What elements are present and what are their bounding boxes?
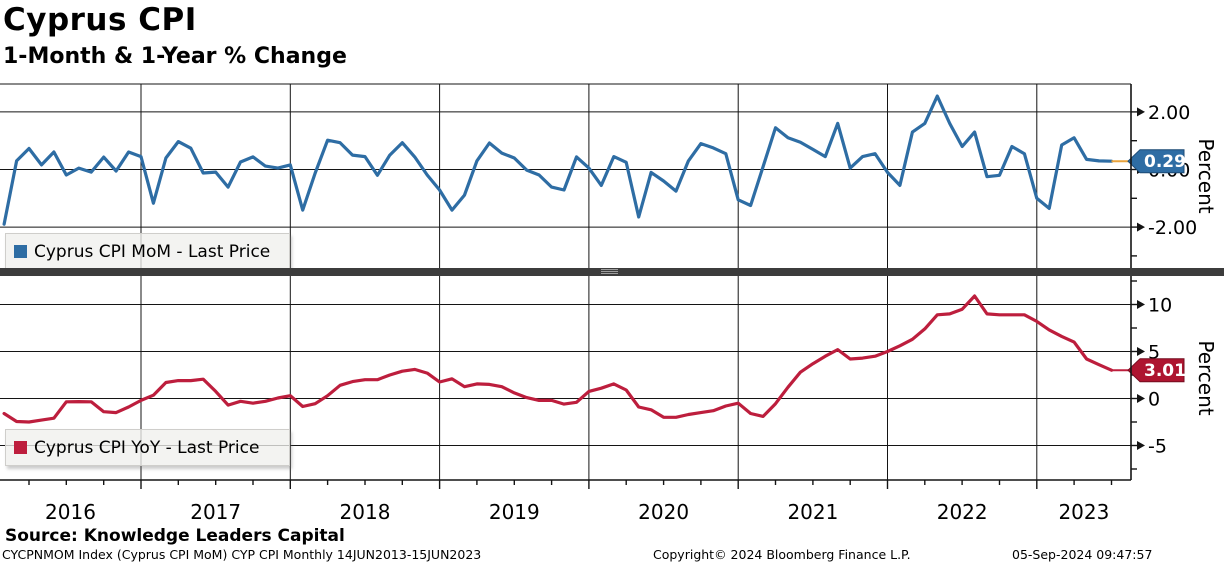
- legend-mom-label: Cyprus CPI MoM - Last Price: [34, 241, 271, 262]
- y-tick-label: 2.00: [1148, 102, 1190, 124]
- mom-series-swatch-icon: [14, 245, 27, 258]
- yoy-line-series: [2, 294, 1114, 424]
- footer-timestamp: 05-Sep-2024 09:47:57: [1012, 547, 1153, 562]
- y-tick-label: 5: [1148, 341, 1160, 363]
- y-tick-label: -2.00: [1148, 217, 1197, 239]
- last-price-badge: [1127, 358, 1185, 383]
- panel-divider-handle[interactable]: [0, 268, 1224, 276]
- y-axis-unit-label: Percent: [1194, 138, 1218, 213]
- y-tick-arrow-icon: [1137, 299, 1145, 309]
- legend-cyprus-cpi-mom[interactable]: Cyprus CPI MoM - Last Price: [5, 233, 290, 270]
- last-price-badge: [1127, 149, 1185, 174]
- mom-line-series: [2, 94, 1114, 226]
- yoy-series-swatch-icon: [14, 441, 27, 454]
- y-axis-unit-label: Percent: [1194, 340, 1218, 415]
- last-price-value: 3.01: [1144, 361, 1186, 381]
- source-line: Source: Knowledge Leaders Capital: [5, 526, 345, 546]
- x-year-label: 2016: [45, 500, 96, 524]
- x-year-label: 2019: [489, 500, 540, 524]
- x-year-label: 2021: [787, 500, 838, 524]
- footer-ticker-info: CYCPNMOM Index (Cyprus CPI MoM) CYP CPI …: [2, 547, 482, 562]
- y-tick-arrow-icon: [1137, 222, 1145, 232]
- divider-grip-icon: [601, 269, 618, 274]
- x-year-label: 2017: [190, 500, 241, 524]
- y-tick-arrow-icon: [1137, 393, 1145, 403]
- y-tick-arrow-icon: [1137, 346, 1145, 356]
- legend-yoy-label: Cyprus CPI YoY - Last Price: [34, 437, 260, 458]
- legend-cyprus-cpi-yoy[interactable]: Cyprus CPI YoY - Last Price: [5, 429, 290, 466]
- x-year-label: 2023: [1058, 500, 1109, 524]
- y-tick-arrow-icon: [1137, 440, 1145, 450]
- x-year-label: 2022: [937, 500, 988, 524]
- page-subtitle: 1-Month & 1-Year % Change: [3, 44, 347, 69]
- x-year-label: 2020: [638, 500, 689, 524]
- page-title: Cyprus CPI: [3, 2, 197, 38]
- x-year-label: 2018: [340, 500, 391, 524]
- y-tick-arrow-icon: [1137, 107, 1145, 117]
- y-tick-label: -5: [1148, 435, 1167, 457]
- footer-copyright: Copyright© 2024 Bloomberg Finance L.P.: [653, 547, 911, 562]
- y-tick-label: 0: [1148, 388, 1160, 410]
- last-price-value: 0.29: [1144, 152, 1186, 172]
- y-tick-label: 10: [1148, 294, 1172, 316]
